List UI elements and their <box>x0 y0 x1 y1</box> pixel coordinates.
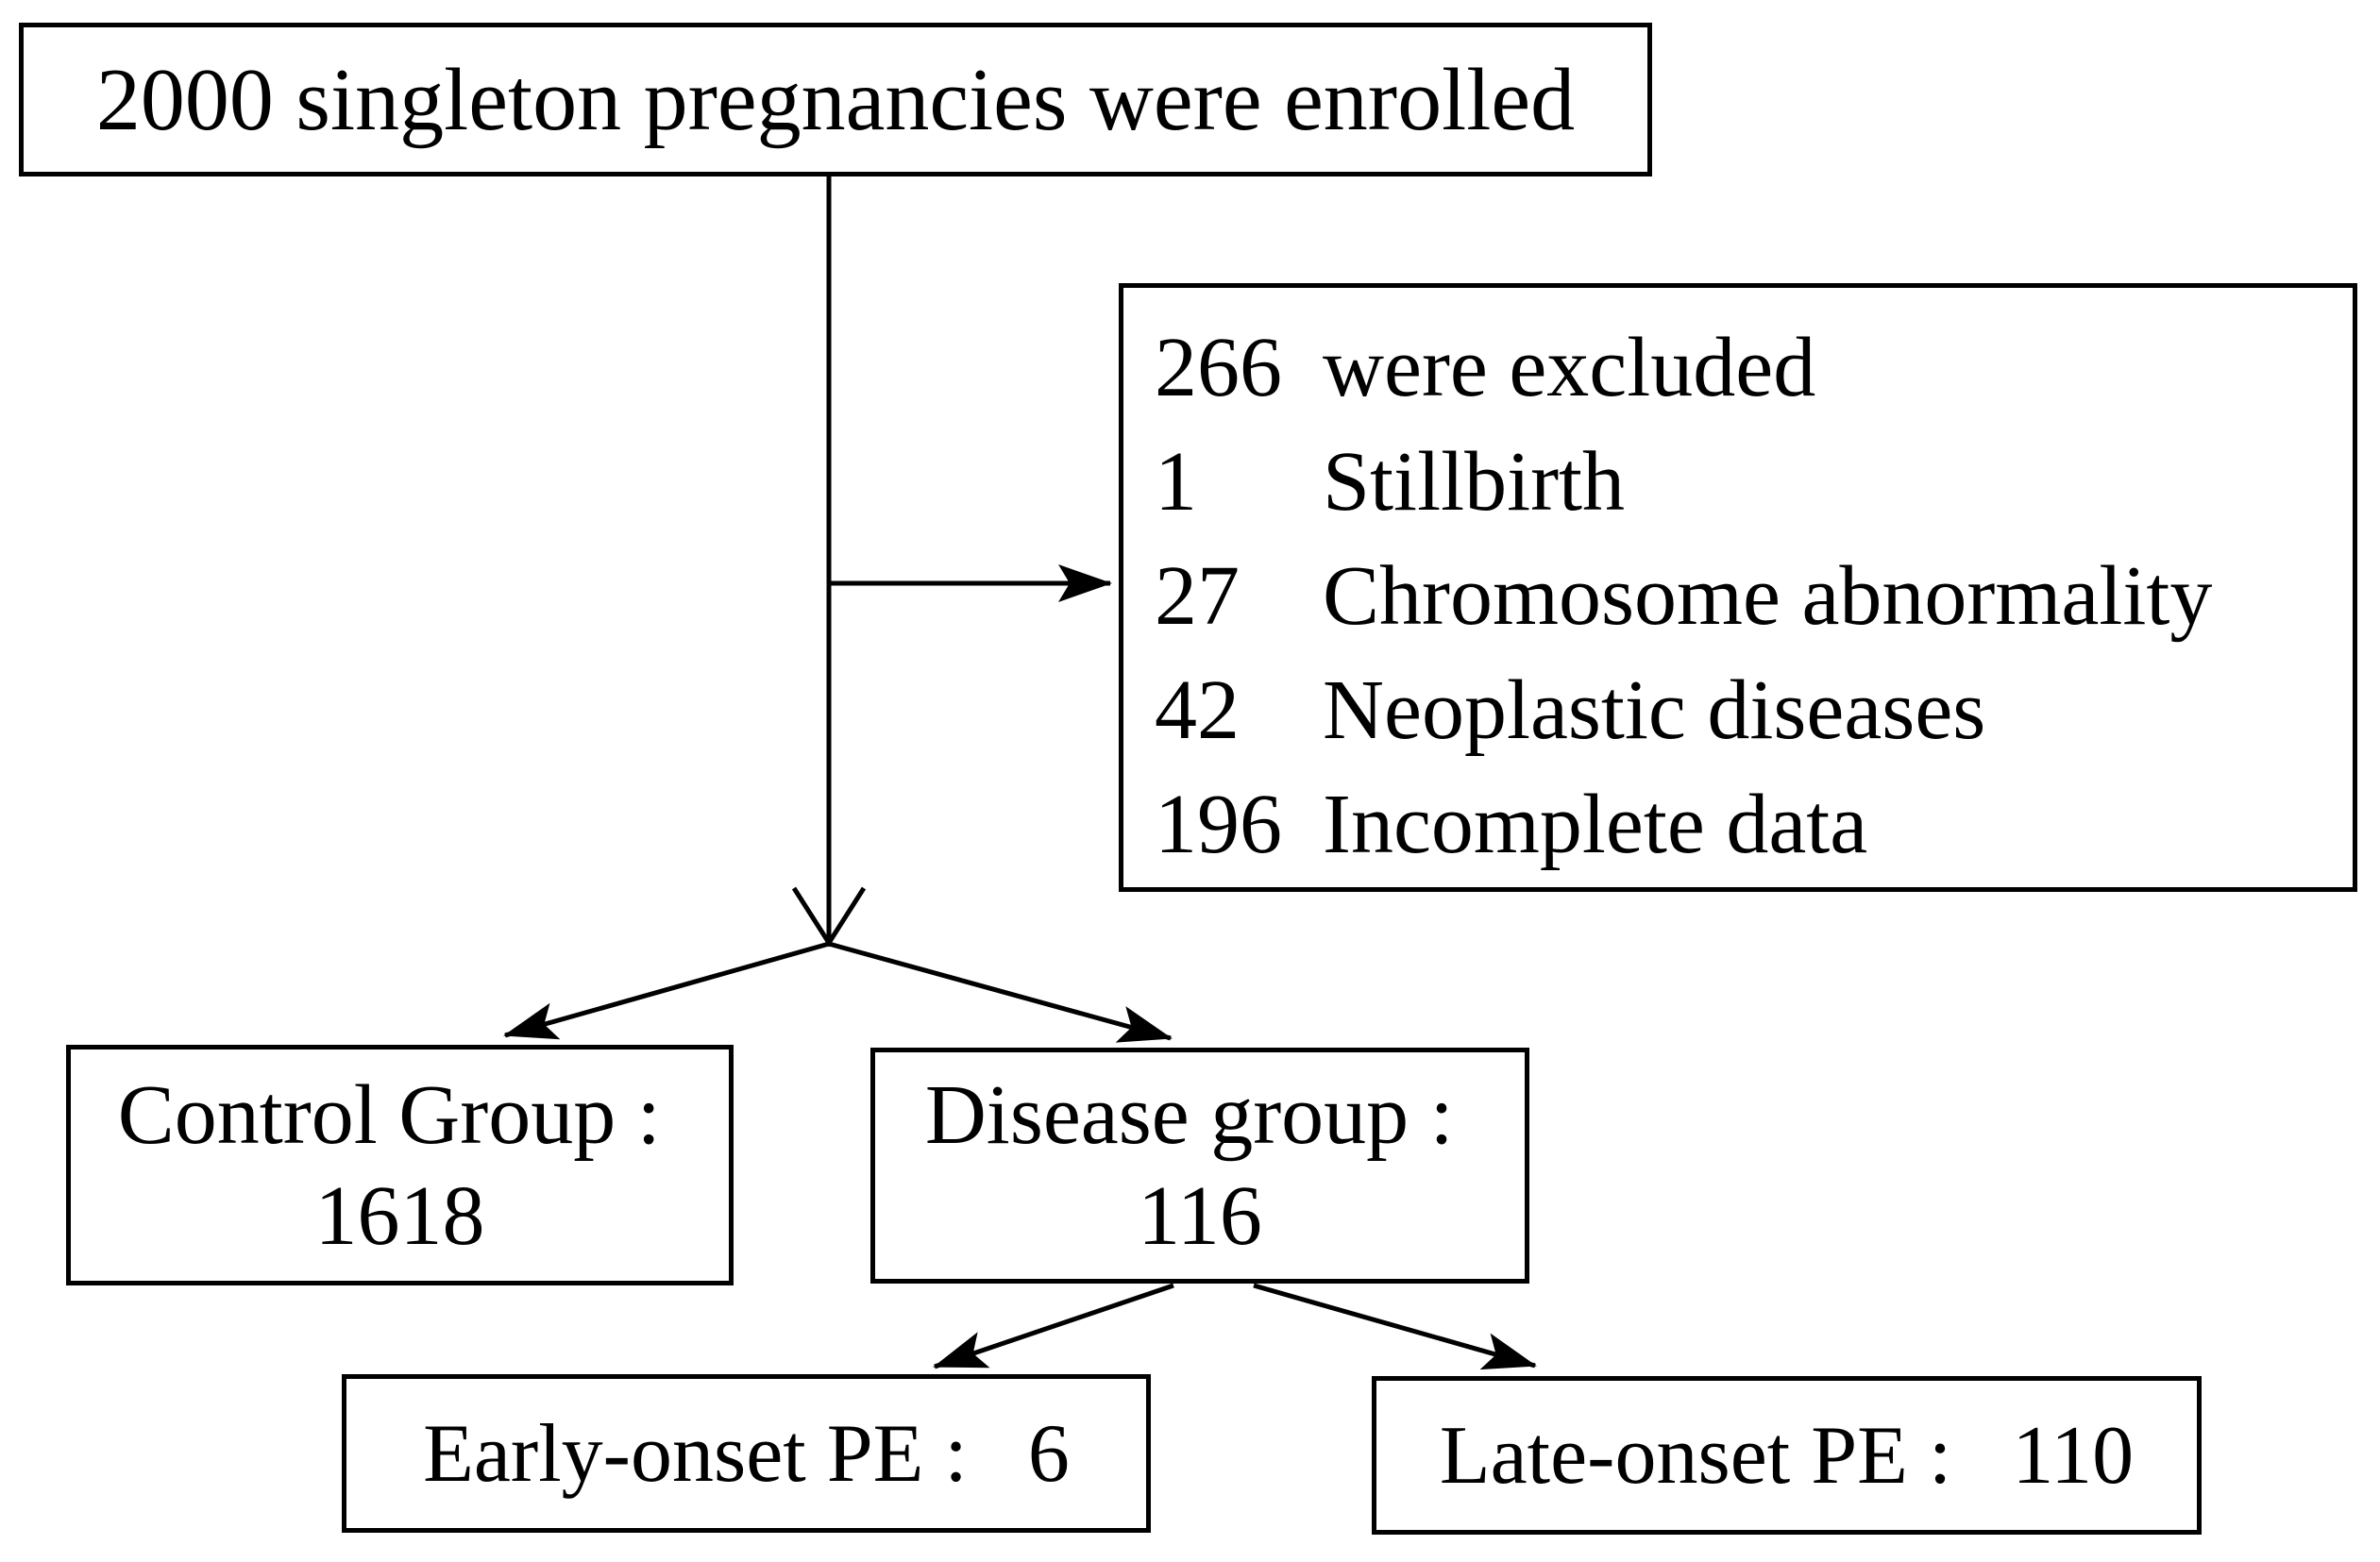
disease-group-box: Disease group : 116 <box>870 1048 1529 1284</box>
split-arrow-to-disease <box>828 941 1173 1043</box>
exclusion-count: 42 <box>1155 663 1240 757</box>
exclusion-label: were excluded <box>1323 321 1816 414</box>
exclusion-label: Chromosome abnormality <box>1323 549 2213 643</box>
exclusion-line: 196 Incomplete data <box>1155 767 2334 882</box>
exclusion-label: Neoplastic diseases <box>1323 663 1986 757</box>
exclusion-line: 27 Chromosome abnormality <box>1155 539 2334 653</box>
late-onset-box: Late-onset PE : 110 <box>1372 1376 2202 1535</box>
exclusion-line: 266 were excluded <box>1155 311 2334 425</box>
enrollment-text: 2000 singleton pregnancies were enrolled <box>95 50 1576 149</box>
arrow-disease-to-early <box>933 1283 1174 1369</box>
exclusion-count: 1 <box>1155 435 1197 529</box>
early-onset-box: Early-onset PE : 6 <box>342 1374 1151 1533</box>
control-group-count: 1618 <box>314 1168 485 1263</box>
exclusion-box: 266 were excluded 1 Stillbirth 27 Chromo… <box>1119 283 2357 892</box>
exclusion-count: 196 <box>1155 778 1282 871</box>
exclusion-count: 27 <box>1155 549 1240 643</box>
exclusion-label: Incomplete data <box>1323 778 1868 871</box>
enrollment-box: 2000 singleton pregnancies were enrolled <box>19 23 1652 176</box>
disease-group-label: Disease group : <box>924 1068 1476 1162</box>
arrow-disease-to-late <box>1253 1283 1537 1370</box>
exclusion-count: 266 <box>1155 321 1282 414</box>
exclusion-line: 42 Neoplastic diseases <box>1155 653 2334 767</box>
control-group-label: Control Group : <box>117 1067 683 1162</box>
control-group-box: Control Group : 1618 <box>66 1045 734 1285</box>
late-onset-label: Late-onset PE : <box>1439 1409 1973 1502</box>
early-onset-count: 6 <box>1027 1407 1070 1500</box>
late-onset-count: 110 <box>2012 1409 2135 1502</box>
disease-group-count: 116 <box>1138 1169 1262 1263</box>
exclusion-line: 1 Stillbirth <box>1155 425 2334 539</box>
early-onset-label: Early-onset PE : <box>423 1407 988 1500</box>
arrowhead-chevron <box>791 886 867 948</box>
exclusion-label: Stillbirth <box>1323 435 1626 529</box>
split-arrow-to-control <box>503 941 830 1040</box>
